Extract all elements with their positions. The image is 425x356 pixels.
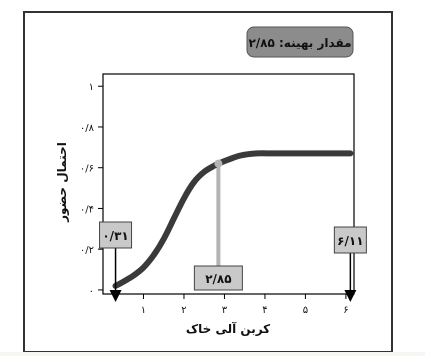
max-label: ۶/۱۱ (337, 234, 363, 248)
y-tick-label: ۰/۸ (80, 123, 95, 134)
y-axis: ۰ ۰/۲ ۰/۴ ۰/۶ ۰/۸ ۱ (80, 82, 103, 297)
optimum-point (214, 159, 223, 168)
x-axis-label: کربن آلی خاک (186, 321, 270, 336)
series-line (112, 150, 354, 289)
optimum-label: ۲/۸۵ (205, 272, 231, 286)
x-tick-label: ۳ (222, 305, 228, 316)
x-tick-label: ۲ (181, 305, 186, 316)
x-tick-label: ۵ (303, 305, 308, 316)
min-label: ۰/۳۱ (102, 229, 128, 243)
plot-area (102, 73, 355, 295)
chart-title: مقدار بهینه: ۲/۸۵ (248, 36, 351, 50)
max-label-box (333, 226, 367, 254)
optimum-label-box (193, 265, 243, 291)
optimum-title-box (246, 26, 354, 58)
min-label-box (99, 221, 133, 249)
y-tick-label: ۱ (89, 82, 94, 93)
y-axis-label: احتمال حضور (55, 142, 70, 223)
y-tick-label: ۰/۲ (80, 245, 94, 256)
y-tick-label: ۰/۶ (80, 164, 94, 175)
x-tick-label: ۴ (262, 305, 267, 316)
y-tick-label: ۰ (89, 286, 94, 297)
y-tick-label: ۰/۴ (80, 204, 94, 215)
x-tick-label: ۱ (141, 305, 146, 316)
x-tick-label: ۶ (343, 305, 348, 316)
